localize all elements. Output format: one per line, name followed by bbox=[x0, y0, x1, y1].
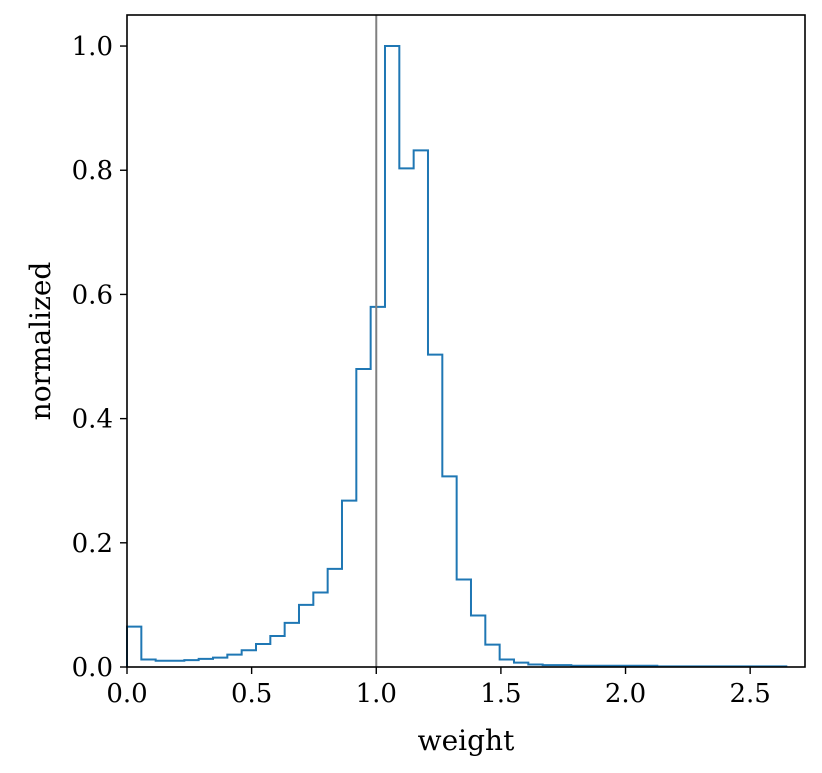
y-tick-label: 0.8 bbox=[72, 156, 113, 186]
x-tick-label: 2.5 bbox=[729, 679, 770, 709]
y-tick-label: 0.0 bbox=[72, 653, 113, 683]
y-tick-label: 0.4 bbox=[72, 405, 113, 435]
x-tick-label: 1.5 bbox=[480, 679, 521, 709]
y-tick-label: 0.6 bbox=[72, 280, 113, 310]
y-tick-label: 0.2 bbox=[72, 529, 113, 559]
histogram-series bbox=[126, 45, 788, 668]
y-axis-label: normalized bbox=[24, 262, 57, 421]
x-axis-label: weight bbox=[418, 724, 515, 757]
axes-group bbox=[126, 14, 806, 668]
plot-frame bbox=[126, 14, 806, 668]
x-tick-label: 0.5 bbox=[231, 679, 272, 709]
x-tick-label: 0.0 bbox=[106, 679, 147, 709]
x-tick-label: 1.0 bbox=[356, 679, 397, 709]
x-tick-label: 2.0 bbox=[605, 679, 646, 709]
y-tick-label: 1.0 bbox=[72, 32, 113, 62]
ticks-group: 0.0 0.5 1.0 1.5 2.0 2.5 0.0 0.2 0.4 0.6 0.8 1.0 bbox=[72, 32, 771, 709]
